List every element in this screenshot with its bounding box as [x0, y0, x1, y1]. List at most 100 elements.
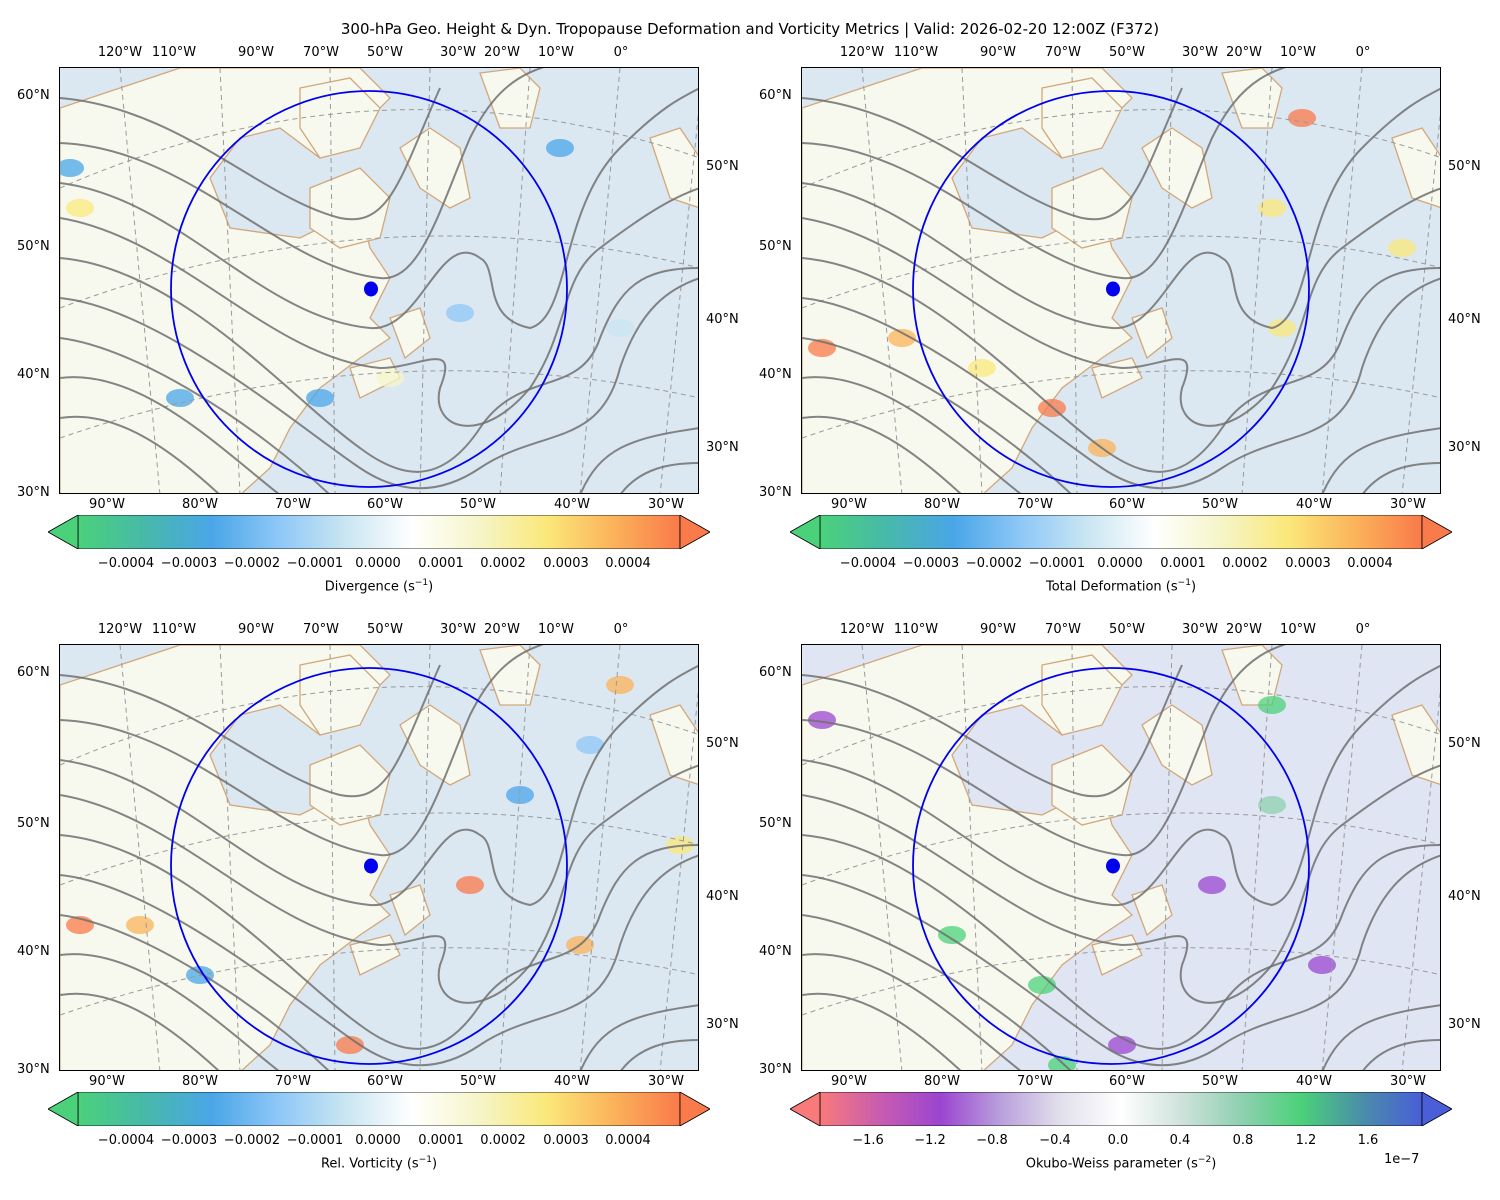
geopotential-height-contour — [802, 992, 962, 1070]
geopotential-height-contour — [620, 1039, 698, 1070]
top-lon-label: 30°W — [1182, 622, 1218, 637]
colorbar-label: Total Deformation (s−1) — [1045, 578, 1197, 595]
bottom-lon-label: 50°W — [460, 497, 496, 512]
colorbar-extend-min-arrow — [790, 515, 821, 549]
geopotential-height-contour — [60, 645, 545, 857]
graticule-line — [329, 68, 336, 493]
top-lon-label: 120°W — [97, 622, 143, 637]
panel-okubo-weiss: 120°W 110°W 90°W 70°W 50°W 30°W 20°W 10°W 0° 60°N… — [742, 577, 1482, 1171]
colorbar-tick-label: −0.0001 — [1028, 556, 1086, 571]
top-lon-label: 20°W — [484, 45, 520, 60]
top-lon-label: 0° — [613, 622, 629, 637]
top-lon-label: 50°W — [1109, 622, 1145, 637]
left-lat-label: 60°N — [759, 665, 792, 680]
land-coastline — [389, 307, 431, 360]
top-lon-label: 0° — [1355, 622, 1371, 637]
bottom-lon-label: 40°W — [554, 1074, 590, 1089]
map-total-deformation[interactable] — [801, 67, 1441, 494]
colorbar-tick-label: 0.0002 — [1222, 556, 1268, 571]
geopotential-height-contour — [1321, 427, 1440, 493]
field-shading — [336, 1036, 364, 1054]
geopotential-height-contour — [1321, 1004, 1440, 1070]
left-lat-label: 30°N — [17, 485, 50, 500]
map-canvas — [802, 68, 1440, 493]
field-shading — [968, 359, 996, 377]
geopotential-height-contour — [802, 337, 1072, 493]
center-point-marker[interactable] — [1106, 858, 1120, 874]
top-lon-label: 120°W — [839, 45, 885, 60]
left-lat-label: 50°N — [17, 239, 50, 254]
center-point-marker[interactable] — [364, 858, 378, 874]
colorbar-extend-min-arrow — [48, 515, 79, 549]
geopotential-height-contour — [60, 854, 698, 1067]
graticule-line — [60, 109, 698, 189]
colorbar-tick-label: −1.6 — [852, 1133, 884, 1148]
field-shading — [576, 736, 604, 754]
top-lon-label: 70°W — [1045, 45, 1081, 60]
map-relative-vorticity[interactable] — [59, 644, 699, 1071]
geopotential-height-contour — [802, 834, 1440, 1050]
graticule-line — [802, 109, 1440, 189]
top-lon-label: 50°W — [367, 622, 403, 637]
radius-circle — [170, 90, 568, 488]
right-lat-label: 50°N — [1448, 736, 1481, 751]
colorbar-tick-label: 0.0004 — [1347, 556, 1393, 571]
bottom-lon-label: 70°W — [1017, 1074, 1053, 1089]
colorbar-extend-max-arrow — [1421, 1092, 1452, 1126]
bottom-lon-label: 30°W — [1390, 497, 1426, 512]
geopotential-height-contour — [1362, 1039, 1440, 1070]
land-coastline — [1131, 307, 1173, 360]
map-okubo-weiss[interactable] — [801, 644, 1441, 1071]
left-lat-label: 60°N — [17, 665, 50, 680]
land-coastline — [1141, 127, 1213, 209]
colorbar-label: Okubo-Weiss parameter (s−2) — [1025, 1155, 1217, 1172]
graticule-line — [60, 947, 698, 1016]
land-coastline — [1141, 704, 1213, 786]
top-lon-label: 110°W — [893, 622, 939, 637]
left-lat-label: 40°N — [759, 367, 792, 382]
land-coastline — [399, 704, 471, 786]
graticule-line — [60, 370, 698, 439]
bottom-lon-label: 80°W — [182, 497, 218, 512]
geopotential-height-contour — [1362, 462, 1440, 493]
center-point-marker[interactable] — [1106, 281, 1120, 297]
colorbar-tick-label: 0.4 — [1169, 1133, 1191, 1148]
geopotential-height-contour — [60, 87, 441, 221]
colorbar-tick-label: 1.2 — [1295, 1133, 1317, 1148]
map-canvas — [60, 68, 698, 493]
geopotential-height-contour — [60, 992, 220, 1070]
map-canvas — [802, 645, 1440, 1070]
colorbar-gradient — [819, 1092, 1423, 1126]
land-coastline — [1391, 127, 1440, 209]
geopotential-height-contour — [579, 1004, 698, 1070]
map-divergence[interactable] — [59, 67, 699, 494]
bottom-lon-label: 30°W — [648, 497, 684, 512]
geopotential-height-contour — [802, 187, 1440, 427]
geopotential-height-contour — [802, 376, 1022, 493]
geopotential-height-contour — [60, 68, 545, 280]
colorbar-tick-label: −1.2 — [914, 1133, 946, 1148]
colorbar-tick-label: 0.0001 — [1160, 556, 1206, 571]
land-coastline — [649, 704, 698, 786]
colorbar-tick-label: 0.0003 — [1285, 556, 1331, 571]
graticule-line — [1401, 112, 1440, 493]
field-shading — [446, 304, 474, 322]
bottom-lon-label: 80°W — [924, 1074, 960, 1089]
colorbar-tick-label: 0.0001 — [418, 556, 464, 571]
top-lon-label: 10°W — [1280, 45, 1316, 60]
field-shading — [1388, 239, 1416, 257]
bottom-lon-label: 80°W — [924, 497, 960, 512]
bottom-lon-label: 90°W — [89, 497, 125, 512]
bottom-lon-label: 60°W — [367, 1074, 403, 1089]
field-shading — [1198, 876, 1226, 894]
graticule-line — [419, 68, 431, 493]
center-point-marker[interactable] — [364, 281, 378, 297]
top-lon-label: 0° — [613, 45, 629, 60]
top-lon-label: 20°W — [484, 622, 520, 637]
top-lon-label: 20°W — [1226, 622, 1262, 637]
bottom-lon-label: 70°W — [1017, 497, 1053, 512]
top-lon-label: 10°W — [1280, 622, 1316, 637]
land-coastline — [1131, 884, 1173, 937]
top-lon-label: 110°W — [893, 45, 939, 60]
bottom-lon-label: 60°W — [367, 497, 403, 512]
